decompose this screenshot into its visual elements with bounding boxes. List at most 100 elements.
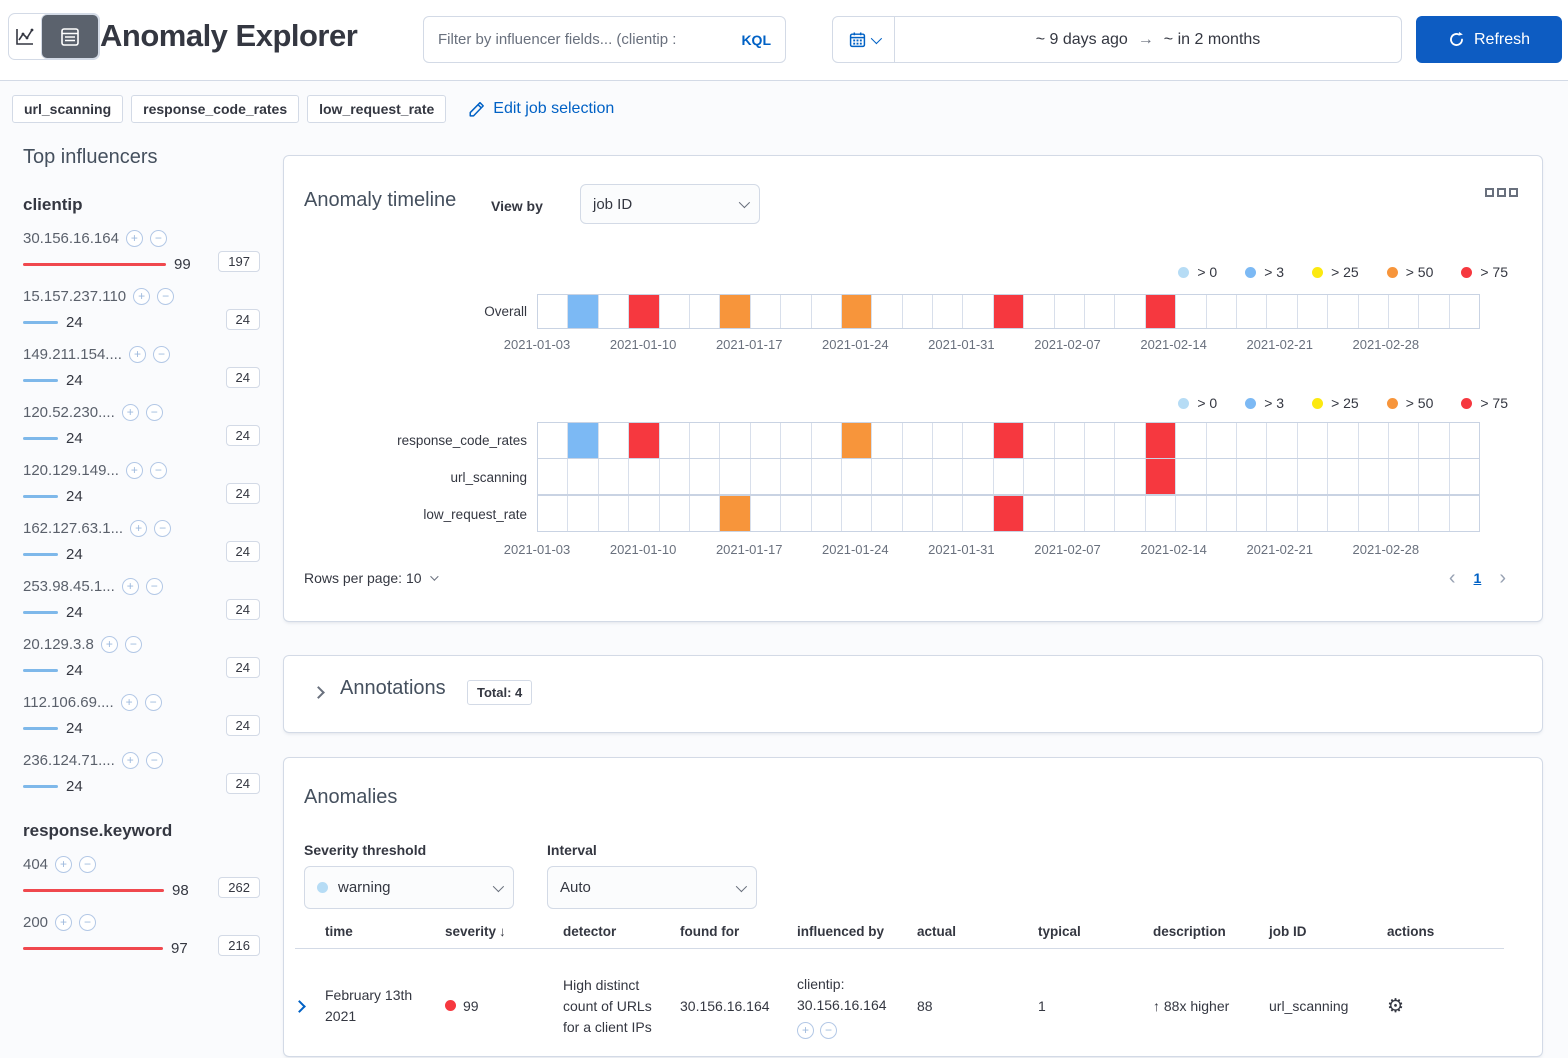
column-header-actions[interactable]: actions	[1387, 924, 1467, 939]
range-start[interactable]: ~ 9 days ago	[1035, 30, 1128, 48]
swimlane-cell[interactable]	[1267, 496, 1298, 531]
swimlane-cell[interactable]	[1237, 423, 1268, 458]
remove-filter-icon[interactable]: −	[820, 1021, 837, 1039]
swimlane-cell[interactable]	[1419, 295, 1450, 328]
swimlane-cell[interactable]	[963, 496, 994, 531]
swimlane-cell[interactable]	[1176, 295, 1207, 328]
swimlane-cell[interactable]	[872, 423, 903, 458]
column-header-typical[interactable]: typical	[1038, 924, 1153, 939]
swimlane-cell[interactable]	[1055, 459, 1086, 494]
swimlane-cell[interactable]	[1450, 295, 1479, 328]
swimlane-cell[interactable]	[1145, 423, 1177, 458]
swimlane-cell[interactable]	[1085, 496, 1116, 531]
swimlane-cell[interactable]	[841, 295, 873, 328]
swimlane-cell[interactable]	[1237, 295, 1268, 328]
swimlane-cell[interactable]	[1359, 423, 1389, 458]
swimlane-cell[interactable]	[1389, 295, 1420, 328]
swimlane-cell[interactable]	[629, 496, 660, 531]
remove-filter-icon[interactable]: −	[145, 578, 163, 595]
swimlane-cell[interactable]	[690, 423, 721, 458]
remove-filter-icon[interactable]: −	[145, 404, 163, 421]
swimlane-cell[interactable]	[1176, 496, 1207, 531]
swimlane-cell[interactable]	[1055, 295, 1086, 328]
swimlane-cell[interactable]	[1207, 423, 1237, 458]
remove-filter-icon[interactable]: −	[157, 288, 175, 305]
swimlane-cell[interactable]	[903, 423, 934, 458]
swimlane-cell[interactable]	[751, 496, 782, 531]
swimlane-cell[interactable]	[568, 496, 599, 531]
swimlane-cell[interactable]	[629, 459, 660, 494]
swimlane-cell[interactable]	[1146, 496, 1177, 531]
add-filter-icon[interactable]: +	[55, 914, 73, 931]
rows-per-page-button[interactable]: Rows per page: 10	[304, 570, 439, 586]
swimlane-cell[interactable]	[1237, 459, 1268, 494]
swimlane-cell[interactable]	[1359, 496, 1389, 531]
swimlane-cell[interactable]	[903, 459, 934, 494]
swimlane-cell[interactable]	[963, 295, 994, 328]
swimlane-cell[interactable]	[1145, 459, 1177, 494]
swimlane-cell[interactable]	[1237, 496, 1268, 531]
influencer-filter-input[interactable]: Filter by influencer fields... (clientip…	[423, 16, 786, 63]
add-filter-icon[interactable]: +	[128, 346, 146, 363]
swimlane-cell[interactable]	[538, 423, 569, 458]
swimlane-cell[interactable]	[720, 496, 751, 531]
swimlane-cell[interactable]	[1450, 459, 1479, 494]
swimlane-cell[interactable]	[629, 295, 660, 328]
swimlane-cell[interactable]	[1024, 295, 1055, 328]
add-filter-icon[interactable]: +	[133, 288, 151, 305]
swimlane-cell[interactable]	[1328, 423, 1359, 458]
swimlane-cell[interactable]	[660, 295, 690, 328]
swimlane-cell[interactable]	[720, 295, 751, 328]
swimlane-cell[interactable]	[568, 423, 599, 458]
add-filter-icon[interactable]: +	[100, 636, 118, 653]
swimlane-cell[interactable]	[1450, 423, 1479, 458]
next-page-button[interactable]: ›	[1499, 567, 1506, 589]
swimlane-cell[interactable]	[1419, 459, 1450, 494]
swimlane-cell[interactable]	[872, 496, 903, 531]
swimlane-cell[interactable]	[1328, 496, 1359, 531]
swimlane-cell[interactable]	[538, 459, 569, 494]
swimlane-cell[interactable]	[629, 423, 660, 458]
swimlane-cell[interactable]	[1176, 459, 1207, 494]
swimlane-cell[interactable]	[599, 423, 630, 458]
remove-filter-icon[interactable]: −	[152, 346, 170, 363]
swimlane-cell[interactable]	[690, 496, 721, 531]
swimlane-cell[interactable]	[812, 423, 842, 458]
swimlane-cell[interactable]	[1055, 496, 1086, 531]
swimlane-cell[interactable]	[1115, 459, 1146, 494]
swimlane-cell[interactable]	[841, 423, 873, 458]
add-filter-icon[interactable]: +	[130, 520, 148, 537]
date-range-text[interactable]: ~ 9 days ago → ~ in 2 months	[895, 17, 1401, 62]
swimlane-cell[interactable]	[1207, 496, 1237, 531]
expand-annotations-button[interactable]	[312, 686, 325, 699]
swimlane-cell[interactable]	[1115, 295, 1146, 328]
swimlane-cell[interactable]	[1085, 423, 1116, 458]
swimlane-cell[interactable]	[1419, 496, 1450, 531]
swimlane-cell[interactable]	[1298, 459, 1329, 494]
chart-view-button[interactable]	[9, 14, 41, 59]
swimlane-cell[interactable]	[1267, 459, 1298, 494]
column-header-time[interactable]: time	[325, 924, 445, 939]
swimlane-cell[interactable]	[1419, 423, 1450, 458]
swimlane-cell[interactable]	[872, 295, 903, 328]
swimlane-cell[interactable]	[690, 459, 721, 494]
remove-filter-icon[interactable]: −	[79, 914, 97, 931]
swimlane-cell[interactable]	[993, 295, 1025, 328]
swimlane-cell[interactable]	[812, 496, 842, 531]
swimlane-cell[interactable]	[1085, 459, 1116, 494]
swimlane-cell[interactable]	[1115, 496, 1146, 531]
swimlane-cell[interactable]	[1085, 295, 1116, 328]
swimlane-cell[interactable]	[1298, 295, 1329, 328]
swimlane-cell[interactable]	[1176, 423, 1207, 458]
swimlane-cell[interactable]	[812, 459, 842, 494]
swimlane-cell[interactable]	[1115, 423, 1146, 458]
page-number[interactable]: 1	[1473, 570, 1482, 586]
swimlane-cell[interactable]	[842, 459, 873, 494]
swimlane-cell[interactable]	[660, 459, 690, 494]
calendar-button[interactable]	[833, 17, 895, 62]
add-filter-icon[interactable]: +	[121, 404, 139, 421]
column-header-description[interactable]: description	[1153, 924, 1269, 939]
remove-filter-icon[interactable]: −	[149, 462, 167, 479]
swimlane-cell[interactable]	[690, 295, 721, 328]
swimlane-cell[interactable]	[720, 459, 751, 494]
